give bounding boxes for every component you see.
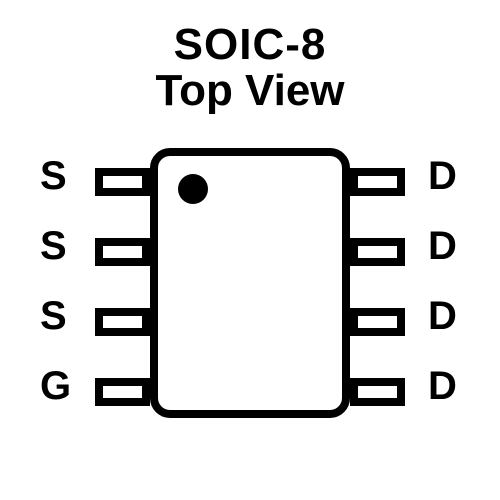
pin1-indicator-dot (178, 174, 208, 204)
right-pin-1 (350, 168, 405, 196)
left-label-1: S (40, 154, 67, 199)
right-pin-4 (350, 378, 405, 406)
left-label-3: S (40, 294, 67, 339)
left-pin-2 (95, 238, 150, 266)
left-pin-1 (95, 168, 150, 196)
right-label-1: D (428, 154, 457, 199)
right-pin-2 (350, 238, 405, 266)
right-pin-3 (350, 308, 405, 336)
left-label-2: S (40, 224, 67, 269)
left-pin-3 (95, 308, 150, 336)
title-line-2: Top View (0, 68, 500, 114)
diagram-title: SOIC-8 Top View (0, 22, 500, 114)
chip-body (150, 148, 350, 418)
left-pin-4 (95, 378, 150, 406)
right-label-3: D (428, 294, 457, 339)
right-label-4: D (428, 364, 457, 409)
soic8-pinout-diagram: SOIC-8 Top View S D S D S D G D (0, 0, 500, 500)
left-label-4: G (40, 364, 71, 409)
right-label-2: D (428, 224, 457, 269)
title-line-1: SOIC-8 (0, 22, 500, 68)
